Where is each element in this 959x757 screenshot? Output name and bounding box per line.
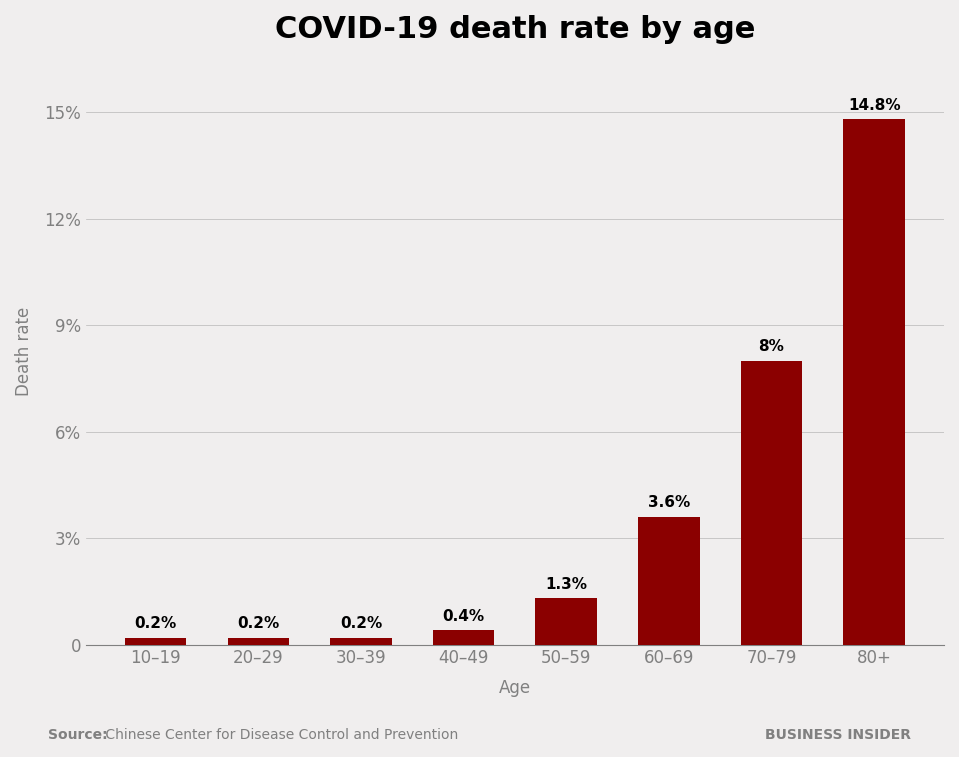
Bar <box>330 637 391 645</box>
X-axis label: Age: Age <box>499 678 531 696</box>
Text: BUSINESS INSIDER: BUSINESS INSIDER <box>765 728 911 742</box>
Text: 3.6%: 3.6% <box>647 495 690 510</box>
Text: 14.8%: 14.8% <box>848 98 901 113</box>
Bar <box>227 637 289 645</box>
Bar <box>740 360 803 645</box>
Text: 0.2%: 0.2% <box>339 616 382 631</box>
Text: 0.2%: 0.2% <box>134 616 176 631</box>
Bar <box>433 631 495 645</box>
Bar <box>125 637 186 645</box>
Text: Chinese Center for Disease Control and Prevention: Chinese Center for Disease Control and P… <box>101 728 458 742</box>
Text: 0.2%: 0.2% <box>237 616 279 631</box>
Bar <box>843 119 905 645</box>
Text: Source:: Source: <box>48 728 107 742</box>
Bar <box>535 599 597 645</box>
Bar <box>638 517 700 645</box>
Text: 1.3%: 1.3% <box>546 577 587 592</box>
Text: 8%: 8% <box>759 339 784 354</box>
Title: COVID-19 death rate by age: COVID-19 death rate by age <box>274 15 755 44</box>
Text: 0.4%: 0.4% <box>442 609 484 624</box>
Y-axis label: Death rate: Death rate <box>15 307 33 397</box>
